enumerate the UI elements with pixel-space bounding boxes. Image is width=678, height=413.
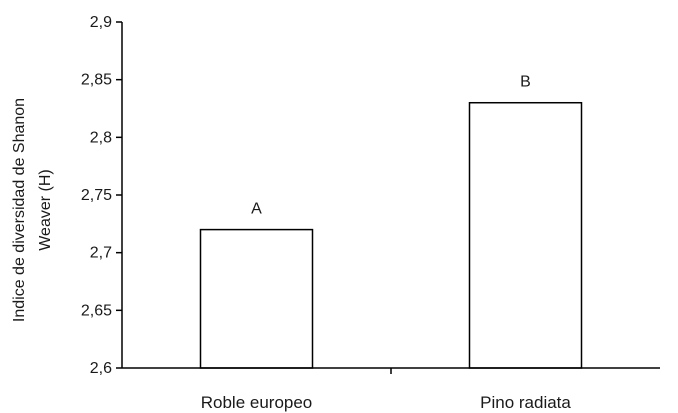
y-tick-label: 2,9	[90, 14, 112, 31]
x-axis-ticks: Roble europeo Pino radiata	[201, 368, 571, 412]
y-tick-label: 2,7	[90, 245, 112, 262]
y-tick-label: 2,6	[90, 360, 112, 377]
y-tick-label: 2,8	[90, 129, 112, 146]
y-tick-label: 2,85	[81, 72, 112, 89]
y-tick-label: 2,65	[81, 302, 112, 319]
bar-significance-label: A	[251, 201, 262, 218]
bars	[199, 101, 583, 369]
bar-1	[199, 228, 314, 369]
y-axis-title-line-1: Indice de diversidad de Shanon	[11, 98, 28, 322]
bar-labels: AB	[251, 74, 531, 218]
y-axis-title-line-2: Weaver (H)	[37, 169, 54, 251]
x-category-label: Pino radiata	[480, 393, 571, 412]
bar-significance-label: B	[520, 74, 531, 91]
y-axis-ticks: 2,6 2,65 2,7 2,75 2,8 2,85 2,9	[81, 14, 122, 377]
y-tick-label: 2,75	[81, 187, 112, 204]
x-category-label: Roble europeo	[201, 393, 313, 412]
bar-2	[468, 101, 583, 369]
y-axis-title: Indice de diversidad de Shanon Weaver (H…	[11, 98, 54, 322]
